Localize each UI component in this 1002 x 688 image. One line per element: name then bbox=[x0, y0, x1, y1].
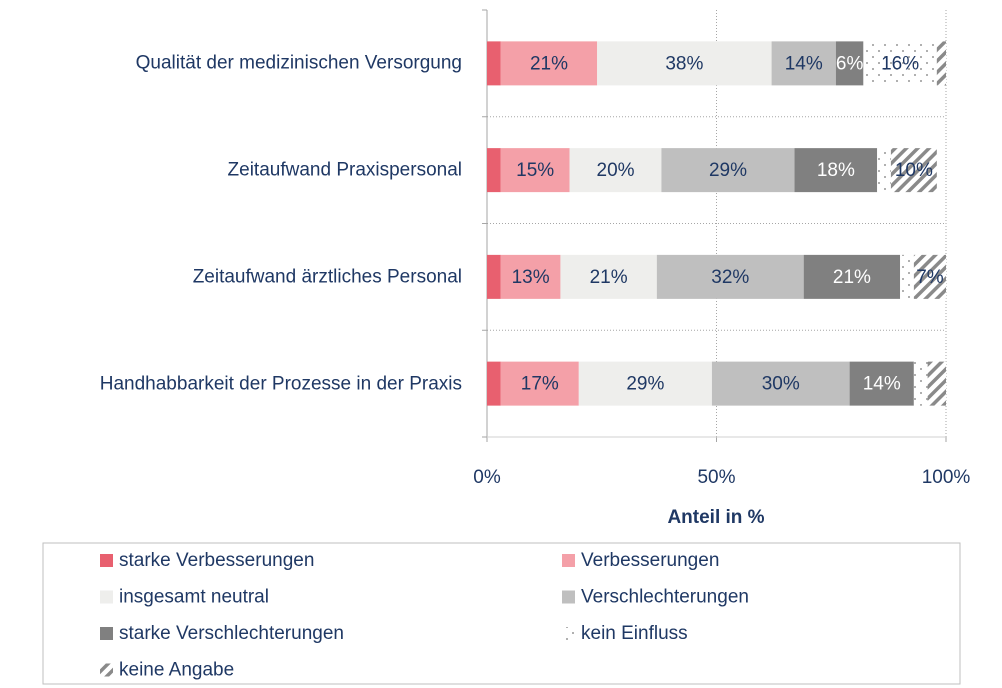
y-tick-label: Zeitaufwand Praxispersonal bbox=[2, 157, 462, 184]
legend-swatch bbox=[562, 554, 575, 567]
value-label: 10% bbox=[895, 160, 933, 181]
value-label: 7% bbox=[916, 267, 944, 288]
value-label: 13% bbox=[512, 267, 550, 288]
value-label: 15% bbox=[516, 160, 554, 181]
value-label: 14% bbox=[863, 374, 901, 395]
bar-segment bbox=[656, 254, 804, 299]
y-tick-label: Handhabbarkeit der Prozesse in der Praxi… bbox=[2, 370, 462, 397]
legend-label: Verbesserungen bbox=[581, 550, 719, 571]
bar-segment bbox=[835, 41, 864, 86]
value-label: 14% bbox=[785, 53, 823, 74]
legend-swatch bbox=[100, 663, 113, 677]
legend-swatch bbox=[562, 627, 575, 640]
value-label: 17% bbox=[521, 374, 559, 395]
value-label: 21% bbox=[590, 267, 628, 288]
bar-segment bbox=[560, 254, 657, 299]
value-label: 38% bbox=[665, 53, 703, 74]
value-label: 21% bbox=[833, 267, 871, 288]
bar-segment bbox=[597, 41, 772, 86]
legend-swatch bbox=[562, 590, 575, 604]
y-tick-label-text: Qualität der medizinischen Versorgung bbox=[135, 52, 462, 74]
bar-segment bbox=[771, 41, 836, 86]
y-tick-label: Zeitaufwand ärztliches Personal bbox=[2, 263, 462, 290]
legend-label: keine Angabe bbox=[119, 660, 234, 681]
bar-segment bbox=[569, 148, 662, 193]
x-tick-label: 50% bbox=[697, 467, 735, 488]
bar-segment bbox=[500, 361, 579, 406]
value-label: 32% bbox=[711, 267, 749, 288]
bar-segment bbox=[661, 148, 795, 193]
value-label: 16% bbox=[881, 53, 919, 74]
y-tick-label: Qualität der medizinischen Versorgung bbox=[2, 50, 462, 77]
legend-label: kein Einfluss bbox=[581, 623, 688, 644]
bar-segment bbox=[913, 361, 928, 406]
bar-segment bbox=[578, 361, 712, 406]
x-tick-label: 0% bbox=[473, 467, 501, 488]
legend-label: starke Verbesserungen bbox=[119, 550, 314, 571]
y-tick-label-text: Zeitaufwand Praxispersonal bbox=[227, 159, 462, 181]
legend-swatch bbox=[100, 590, 113, 604]
bar-segment bbox=[890, 148, 937, 193]
bar-segment bbox=[849, 361, 914, 406]
bar-segment bbox=[487, 41, 501, 86]
value-label: 18% bbox=[817, 160, 855, 181]
value-label: 29% bbox=[709, 160, 747, 181]
legend-label: insgesamt neutral bbox=[119, 587, 269, 608]
value-label: 6% bbox=[836, 53, 864, 74]
bar-segment bbox=[900, 254, 914, 299]
bar-segment bbox=[877, 148, 891, 193]
y-tick-label-text: Handhabbarkeit der Prozesse in der Praxi… bbox=[99, 373, 462, 395]
x-axis-label: Anteil in % bbox=[667, 507, 764, 528]
legend-box bbox=[42, 542, 961, 685]
bar-segment bbox=[487, 254, 501, 299]
x-tick-label: 100% bbox=[922, 467, 971, 488]
bar-segment bbox=[803, 254, 901, 299]
bar-segment bbox=[913, 254, 946, 299]
legend-label: starke Verschlechterungen bbox=[119, 623, 344, 644]
bar-segment bbox=[711, 361, 850, 406]
legend-label: Verschlechterungen bbox=[581, 587, 749, 608]
bar-segment bbox=[794, 148, 878, 193]
bar-segment bbox=[927, 361, 946, 406]
value-label: 30% bbox=[762, 374, 800, 395]
bar-segment bbox=[500, 148, 570, 193]
value-label: 20% bbox=[597, 160, 635, 181]
legend-swatch bbox=[100, 627, 113, 640]
legend-swatch bbox=[100, 554, 113, 567]
bar-segment bbox=[936, 41, 946, 86]
bar-segment bbox=[863, 41, 937, 86]
bar-segment bbox=[487, 361, 501, 406]
bar-segment bbox=[487, 148, 501, 193]
value-label: 21% bbox=[530, 53, 568, 74]
y-tick-label-text: Zeitaufwand ärztliches Personal bbox=[192, 266, 462, 288]
bar-segment bbox=[500, 254, 561, 299]
value-label: 29% bbox=[626, 374, 664, 395]
bar-segment bbox=[500, 41, 598, 86]
